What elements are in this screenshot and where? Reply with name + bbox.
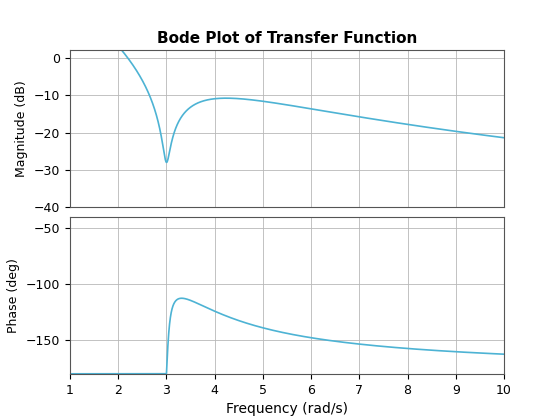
Y-axis label: Magnitude (dB): Magnitude (dB) [15, 81, 29, 177]
X-axis label: Frequency (rad/s): Frequency (rad/s) [226, 402, 348, 416]
Title: Bode Plot of Transfer Function: Bode Plot of Transfer Function [157, 32, 417, 47]
Y-axis label: Phase (deg): Phase (deg) [7, 258, 20, 333]
